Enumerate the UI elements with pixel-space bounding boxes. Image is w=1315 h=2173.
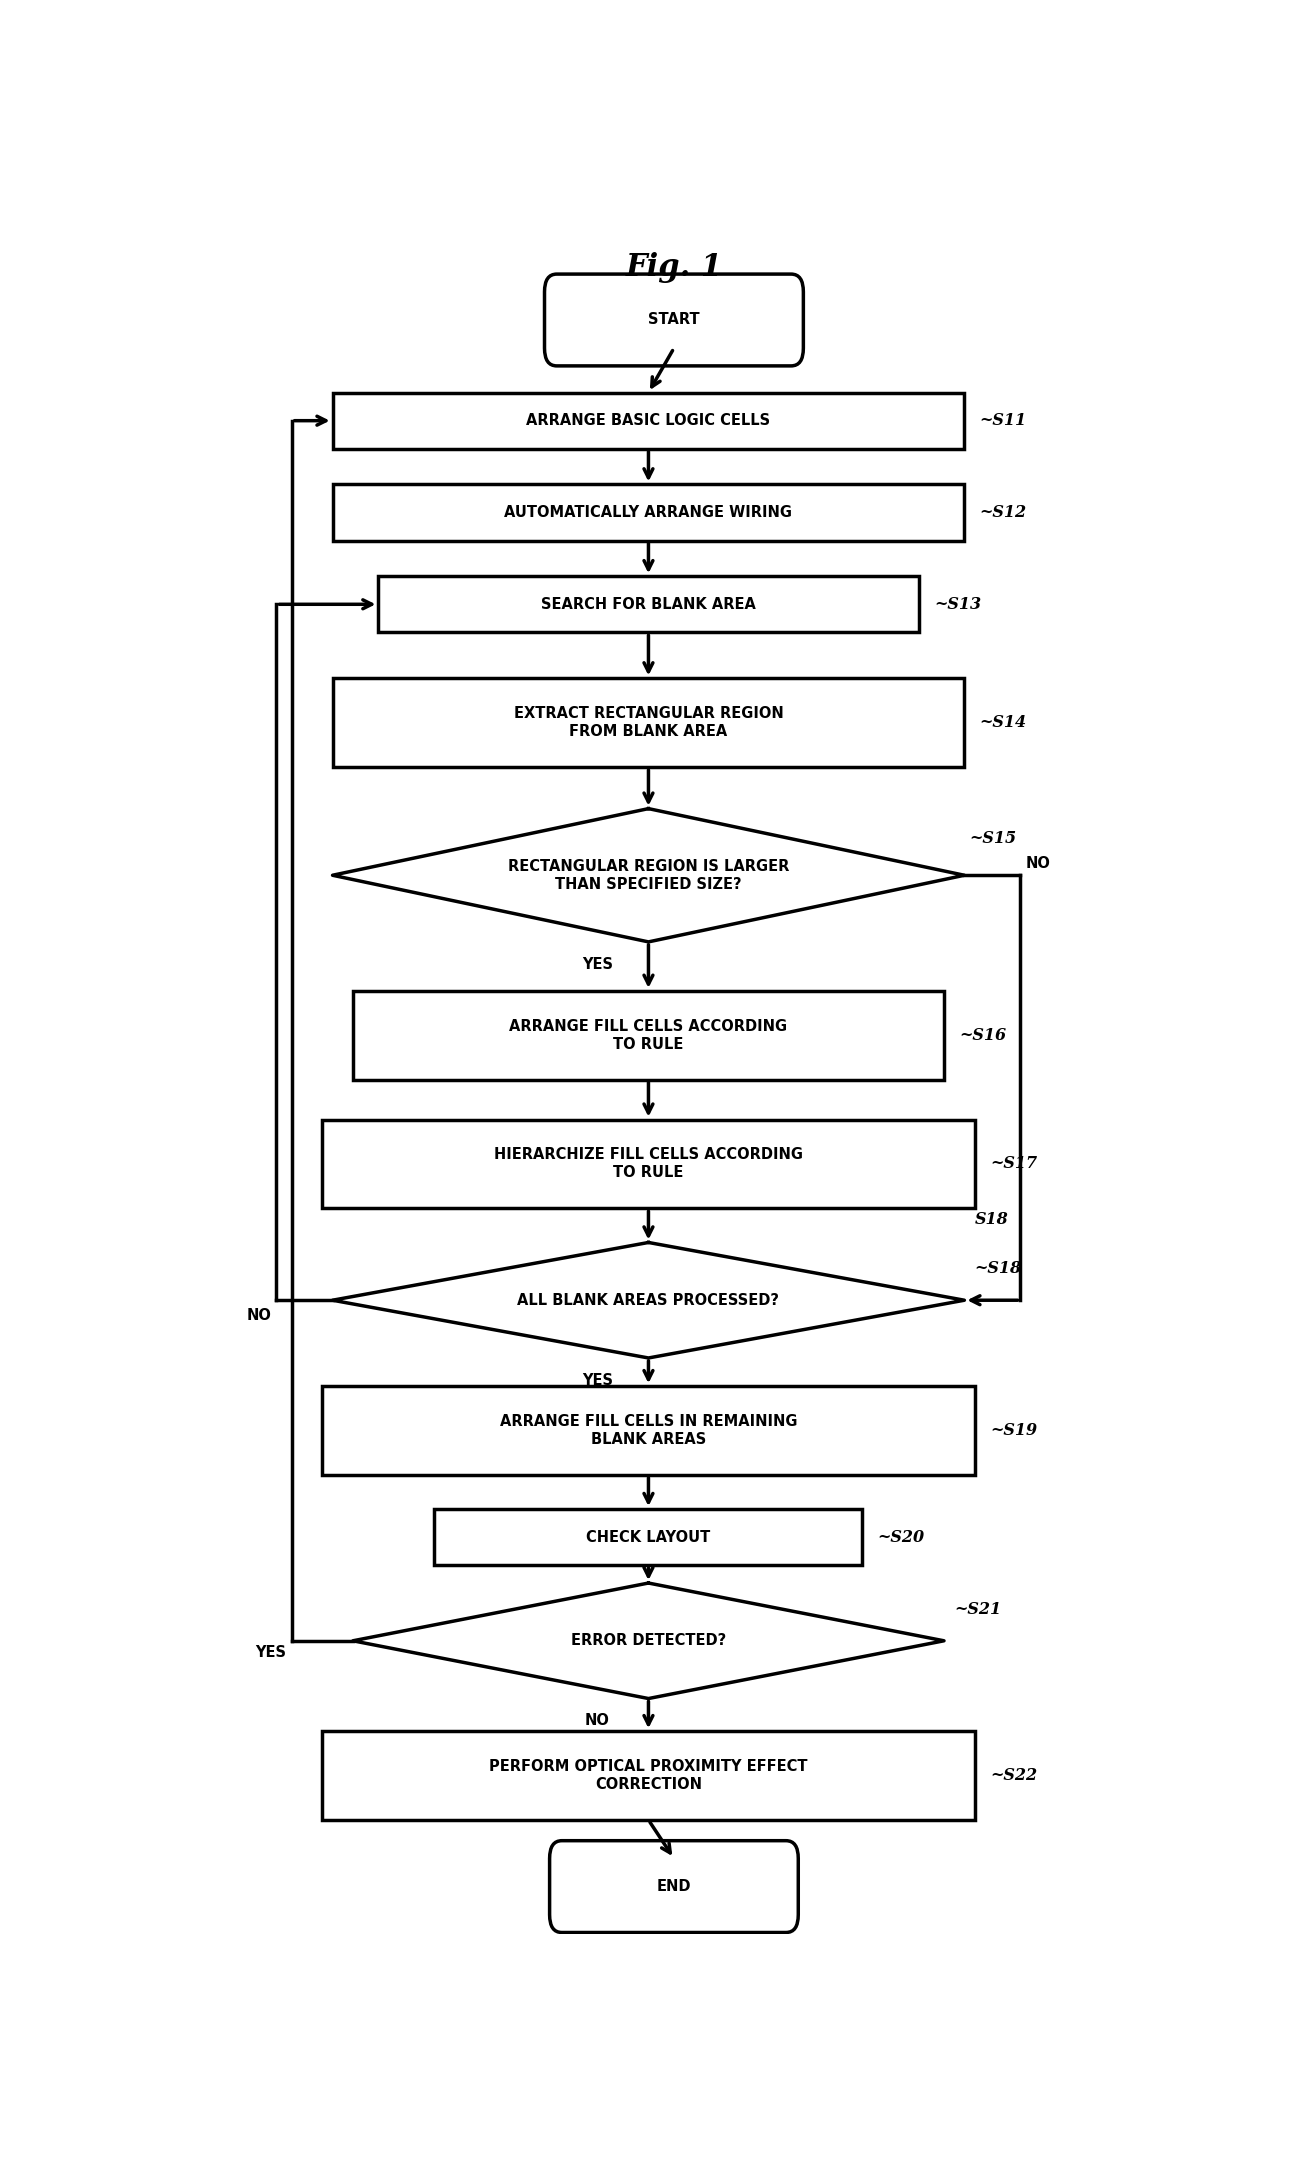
Text: SEARCH FOR BLANK AREA: SEARCH FOR BLANK AREA	[540, 598, 756, 613]
Text: NO: NO	[1026, 856, 1051, 871]
Text: NO: NO	[246, 1308, 271, 1323]
Text: ARRANGE BASIC LOGIC CELLS: ARRANGE BASIC LOGIC CELLS	[526, 413, 771, 428]
Text: ~S17: ~S17	[990, 1156, 1038, 1173]
Text: EXTRACT RECTANGULAR REGION
FROM BLANK AREA: EXTRACT RECTANGULAR REGION FROM BLANK AR…	[514, 706, 784, 739]
Text: RECTANGULAR REGION IS LARGER
THAN SPECIFIED SIZE?: RECTANGULAR REGION IS LARGER THAN SPECIF…	[508, 858, 789, 891]
Text: S18: S18	[974, 1210, 1009, 1228]
Text: ERROR DETECTED?: ERROR DETECTED?	[571, 1634, 726, 1649]
Bar	[379, 576, 918, 632]
Text: CHECK LAYOUT: CHECK LAYOUT	[586, 1530, 710, 1545]
Text: PERFORM OPTICAL PROXIMITY EFFECT
CORRECTION: PERFORM OPTICAL PROXIMITY EFFECT CORRECT…	[489, 1758, 807, 1793]
Bar	[333, 678, 964, 767]
Text: ~S11: ~S11	[980, 413, 1027, 430]
Text: ~S13: ~S13	[934, 595, 981, 613]
Text: END: END	[656, 1880, 692, 1895]
Text: ~S18: ~S18	[974, 1260, 1022, 1278]
Text: ~S12: ~S12	[980, 504, 1027, 522]
Bar	[322, 1119, 974, 1208]
Bar	[434, 1508, 863, 1565]
Bar	[352, 991, 944, 1080]
Polygon shape	[352, 1584, 944, 1699]
Bar	[333, 485, 964, 541]
Text: YES: YES	[583, 1373, 613, 1389]
Text: ~S20: ~S20	[877, 1528, 924, 1545]
Text: YES: YES	[255, 1645, 287, 1660]
Text: ~S16: ~S16	[959, 1026, 1006, 1043]
Text: YES: YES	[583, 956, 613, 971]
Text: ~S15: ~S15	[969, 830, 1016, 847]
FancyBboxPatch shape	[550, 1841, 798, 1932]
Text: ALL BLANK AREAS PROCESSED?: ALL BLANK AREAS PROCESSED?	[518, 1293, 780, 1308]
Text: NO: NO	[585, 1712, 610, 1728]
Bar	[322, 1386, 974, 1475]
Text: ARRANGE FILL CELLS ACCORDING
TO RULE: ARRANGE FILL CELLS ACCORDING TO RULE	[509, 1019, 788, 1052]
Text: Fig. 1: Fig. 1	[626, 252, 722, 282]
Text: AUTOMATICALLY ARRANGE WIRING: AUTOMATICALLY ARRANGE WIRING	[505, 504, 793, 519]
Text: START: START	[648, 313, 700, 328]
Bar	[333, 393, 964, 450]
Polygon shape	[333, 808, 964, 941]
Text: ~S21: ~S21	[955, 1602, 1001, 1617]
Text: ~S19: ~S19	[990, 1421, 1038, 1439]
Text: ~S22: ~S22	[990, 1767, 1038, 1784]
Polygon shape	[333, 1243, 964, 1358]
Bar	[322, 1732, 974, 1821]
Text: ARRANGE FILL CELLS IN REMAINING
BLANK AREAS: ARRANGE FILL CELLS IN REMAINING BLANK AR…	[500, 1415, 797, 1447]
Text: ~S14: ~S14	[980, 715, 1027, 732]
Text: HIERARCHIZE FILL CELLS ACCORDING
TO RULE: HIERARCHIZE FILL CELLS ACCORDING TO RULE	[494, 1147, 803, 1180]
FancyBboxPatch shape	[544, 274, 803, 365]
